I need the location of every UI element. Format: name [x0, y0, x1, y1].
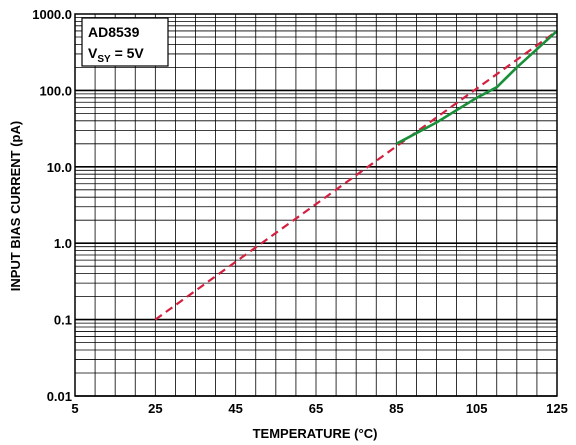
- legend-supply-value: = 5V: [111, 45, 145, 61]
- x-tick-label: 5: [71, 401, 78, 416]
- legend-background: [81, 17, 169, 67]
- x-axis-title: TEMPERATURE (°C): [253, 426, 378, 441]
- x-tick-label: 25: [148, 401, 162, 416]
- y-tick-label: 1000.0: [32, 7, 72, 22]
- plot-frame: [74, 13, 558, 397]
- data-series: [154, 29, 558, 321]
- y-tick-label: 10.0: [47, 160, 72, 175]
- x-tick-label: 85: [389, 401, 403, 416]
- x-tick-label: 45: [228, 401, 242, 416]
- x-tick-label: 65: [309, 401, 323, 416]
- series-line-dashed: [154, 30, 558, 321]
- legend-supply-main: V: [88, 45, 98, 61]
- series-line-solid: [395, 29, 558, 145]
- legend-supply-label: VSY = 5V: [88, 45, 144, 65]
- legend-part-number: AD8539: [88, 24, 140, 40]
- y-tick-label: 0.01: [47, 389, 72, 404]
- x-tick-label: 105: [466, 401, 488, 416]
- y-tick-label: 100.0: [39, 83, 72, 98]
- y-axis-title: INPUT BIAS CURRENT (pA): [8, 121, 23, 291]
- y-tick-label: 0.1: [54, 313, 72, 328]
- y-axis-ticks: 0.01 0.1 1.0 10.0 100.0 1000.0: [32, 7, 72, 404]
- legend-supply-sub: SY: [97, 54, 111, 65]
- legend-box: AD8539 VSY = 5V: [81, 17, 169, 67]
- y-tick-label: 1.0: [54, 236, 72, 251]
- x-axis-ticks: 5 25 45 65 85 105 125: [71, 401, 567, 416]
- x-tick-label: 125: [546, 401, 568, 416]
